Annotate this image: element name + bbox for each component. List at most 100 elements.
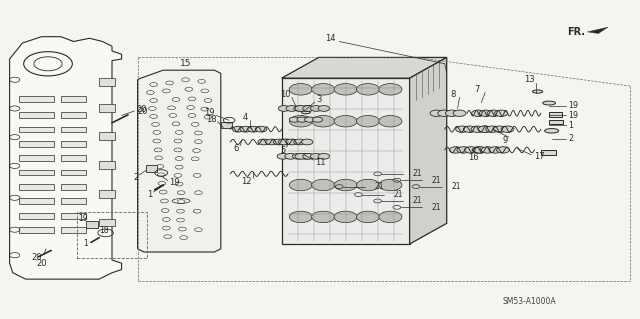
Circle shape xyxy=(471,126,484,132)
Circle shape xyxy=(289,117,300,122)
Text: 19: 19 xyxy=(568,111,579,120)
Bar xyxy=(146,165,157,172)
Ellipse shape xyxy=(543,101,556,105)
Circle shape xyxy=(286,139,298,145)
Circle shape xyxy=(312,211,335,223)
Circle shape xyxy=(334,179,357,191)
Bar xyxy=(99,132,115,140)
Polygon shape xyxy=(282,78,410,244)
Text: 21: 21 xyxy=(432,203,442,212)
Text: 10: 10 xyxy=(280,90,291,99)
Text: 21: 21 xyxy=(413,197,422,205)
Circle shape xyxy=(474,147,486,153)
Circle shape xyxy=(273,139,285,145)
Bar xyxy=(61,170,86,175)
Circle shape xyxy=(356,84,380,95)
Circle shape xyxy=(318,106,330,111)
Circle shape xyxy=(438,110,451,116)
Text: 21: 21 xyxy=(451,182,461,191)
Circle shape xyxy=(295,153,307,159)
Bar xyxy=(61,112,86,118)
Circle shape xyxy=(294,106,305,111)
Circle shape xyxy=(493,126,506,132)
Circle shape xyxy=(457,147,470,153)
Text: 20: 20 xyxy=(36,259,47,268)
Circle shape xyxy=(278,139,290,145)
Circle shape xyxy=(289,179,312,191)
Text: 1: 1 xyxy=(84,239,88,248)
Circle shape xyxy=(305,117,315,122)
Text: 1: 1 xyxy=(147,190,152,199)
Circle shape xyxy=(312,84,335,95)
Text: 19: 19 xyxy=(205,108,215,117)
Text: 21: 21 xyxy=(413,169,422,178)
Bar xyxy=(77,212,147,258)
Bar xyxy=(61,213,86,219)
Text: 4: 4 xyxy=(243,113,248,122)
Circle shape xyxy=(289,115,312,127)
Bar xyxy=(221,122,232,128)
Circle shape xyxy=(489,147,502,153)
Bar xyxy=(19,198,54,204)
Text: 14: 14 xyxy=(326,34,336,43)
Circle shape xyxy=(334,115,357,127)
Circle shape xyxy=(472,110,484,116)
Text: SM53-A1000A: SM53-A1000A xyxy=(502,297,556,306)
Circle shape xyxy=(456,126,468,132)
Text: 16: 16 xyxy=(468,153,479,162)
Circle shape xyxy=(356,115,380,127)
Text: 20: 20 xyxy=(136,105,147,114)
Circle shape xyxy=(277,153,289,159)
Bar xyxy=(99,219,115,226)
Circle shape xyxy=(248,126,259,132)
Circle shape xyxy=(379,179,402,191)
Polygon shape xyxy=(410,57,447,244)
Text: 5: 5 xyxy=(280,146,285,155)
Text: 21: 21 xyxy=(374,182,384,191)
Polygon shape xyxy=(10,37,122,279)
Text: 21: 21 xyxy=(432,176,442,185)
Text: 12: 12 xyxy=(241,177,252,186)
Text: 9: 9 xyxy=(503,137,508,145)
Circle shape xyxy=(310,106,322,111)
Circle shape xyxy=(478,126,491,132)
Circle shape xyxy=(481,147,494,153)
Circle shape xyxy=(297,117,307,122)
Circle shape xyxy=(289,211,312,223)
Circle shape xyxy=(266,139,277,145)
Circle shape xyxy=(449,147,462,153)
Circle shape xyxy=(497,147,509,153)
Text: 18: 18 xyxy=(99,226,109,235)
Circle shape xyxy=(301,106,313,111)
Text: 20: 20 xyxy=(31,253,42,262)
Circle shape xyxy=(258,139,269,145)
Bar xyxy=(549,120,563,124)
Bar xyxy=(19,155,54,161)
Circle shape xyxy=(294,139,305,145)
Text: 18: 18 xyxy=(205,115,216,124)
Circle shape xyxy=(334,84,357,95)
Bar xyxy=(19,184,54,190)
Bar xyxy=(19,141,54,147)
Circle shape xyxy=(379,211,402,223)
Circle shape xyxy=(379,84,402,95)
Text: 13: 13 xyxy=(524,75,534,84)
Bar xyxy=(19,227,54,233)
Circle shape xyxy=(278,106,290,111)
Bar xyxy=(61,184,86,190)
Text: FR.: FR. xyxy=(568,27,586,37)
Circle shape xyxy=(300,153,312,159)
Circle shape xyxy=(289,84,312,95)
Circle shape xyxy=(285,153,296,159)
Text: 19: 19 xyxy=(169,178,179,187)
Polygon shape xyxy=(588,27,608,33)
Circle shape xyxy=(318,153,330,159)
Circle shape xyxy=(295,106,307,111)
Text: 2: 2 xyxy=(133,173,138,182)
Bar xyxy=(61,155,86,161)
Circle shape xyxy=(292,153,304,159)
Circle shape xyxy=(356,179,380,191)
Circle shape xyxy=(501,126,514,132)
Circle shape xyxy=(445,110,458,116)
Ellipse shape xyxy=(301,111,310,114)
